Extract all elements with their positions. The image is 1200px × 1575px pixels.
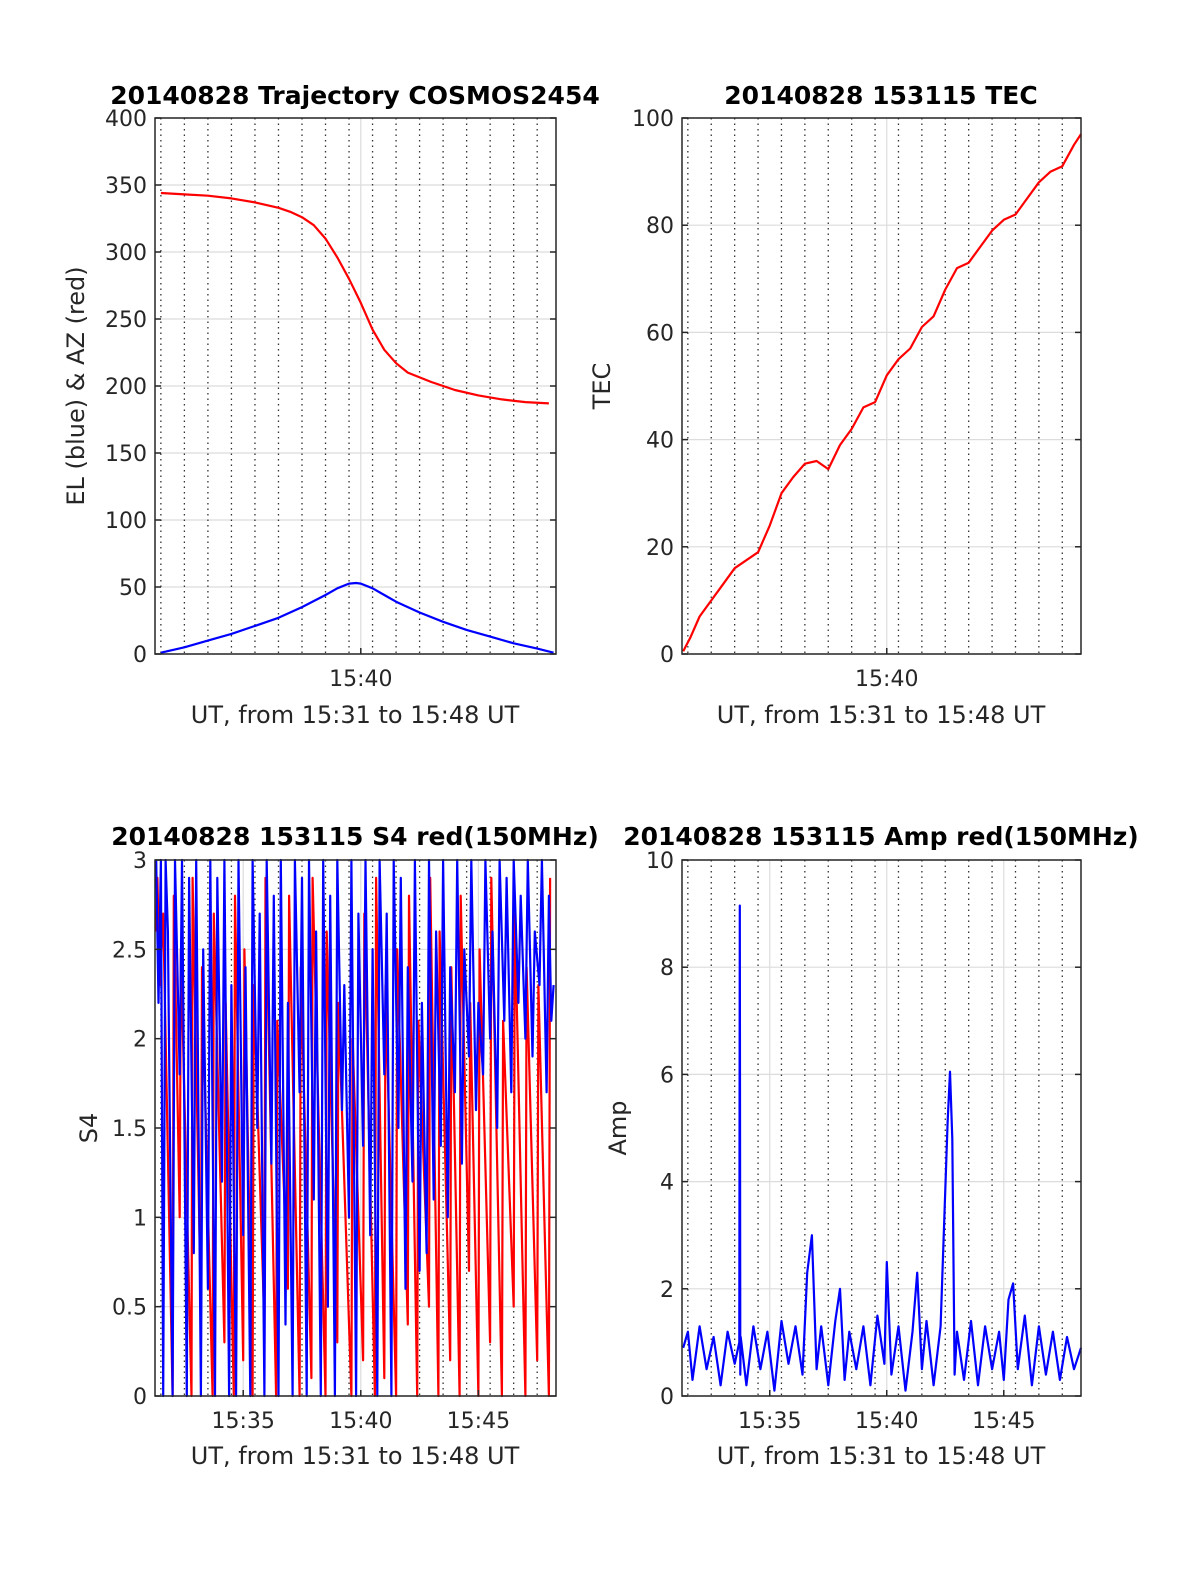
tec-y-tick-label: 80 <box>646 214 674 239</box>
amp-y-axis-label: Amp <box>604 1100 632 1155</box>
amp-series-amp-line <box>682 904 1083 1392</box>
s4-axes: 0 0.5 1 1.5 2 2.5 3 15:35 15:40 15:45 20140828 15… <box>75 822 599 1470</box>
trajectory-y-tick-label: 150 <box>105 442 147 467</box>
trajectory-y-tick-label: 400 <box>105 107 147 132</box>
amp-y-tick-label: 4 <box>660 1171 674 1196</box>
tec-plot-area: 0 20 40 60 80 100 15:40 <box>632 107 1082 692</box>
amp-y-tick-label: 8 <box>660 956 674 981</box>
s4-y-tick-label: 0.5 <box>112 1296 147 1321</box>
tec-y-axis-label: TEC <box>588 363 616 411</box>
s4-title: 20140828 153115 S4 red(150MHz) <box>111 822 599 851</box>
s4-x-tick-label: 15:45 <box>447 1409 510 1434</box>
amp-y-tick-label: 10 <box>646 849 674 874</box>
s4-y-tick-label: 1.5 <box>112 1117 147 1142</box>
s4-x-tick-label: 15:40 <box>329 1409 392 1434</box>
amp-x-tick-label: 15:40 <box>855 1409 918 1434</box>
s4-x-tick-label: 15:35 <box>211 1409 274 1434</box>
amp-x-axis-label: UT, from 15:31 to 15:48 UT <box>717 1442 1046 1470</box>
trajectory-x-axis-label: UT, from 15:31 to 15:48 UT <box>191 701 520 729</box>
amp-axes: 0 2 4 6 8 10 15:35 15:40 15:45 20140828 153115 A… <box>604 822 1139 1470</box>
trajectory-axes: 0 50 100 150 200 250 300 350 400 15:40 20140828 T… <box>62 81 600 729</box>
amp-axes-frame <box>681 859 1082 1397</box>
s4-y-tick-label: 0 <box>133 1385 147 1410</box>
s4-y-axis-label: S4 <box>75 1113 103 1144</box>
tec-axes-frame <box>681 117 1082 655</box>
s4-y-tick-label: 2.5 <box>112 938 147 963</box>
tec-y-tick-label: 20 <box>646 536 674 561</box>
trajectory-y-tick-label: 350 <box>105 174 147 199</box>
s4-series-blue-line <box>155 858 555 1398</box>
tec-x-tick-label: 15:40 <box>855 667 918 692</box>
amp-x-tick-label: 15:45 <box>972 1409 1035 1434</box>
trajectory-y-tick-label: 250 <box>105 308 147 333</box>
trajectory-series-az-line <box>160 191 549 405</box>
s4-y-tick-label: 3 <box>133 849 147 874</box>
tec-y-tick-label: 100 <box>632 107 674 132</box>
tec-series-tec-line <box>682 133 1082 652</box>
trajectory-series-el-line <box>160 581 554 654</box>
trajectory-y-tick-label: 0 <box>133 643 147 668</box>
amp-plot-area: 0 2 4 6 8 10 15:35 15:40 15:45 <box>646 849 1083 1434</box>
trajectory-plot-area: 0 50 100 150 200 250 300 350 400 15:40 <box>105 107 557 692</box>
s4-plot-area: 0 0.5 1 1.5 2 2.5 3 15:35 15:40 15:45 <box>112 849 557 1434</box>
amp-y-tick-label: 0 <box>660 1385 674 1410</box>
trajectory-y-tick-label: 300 <box>105 241 147 266</box>
trajectory-y-tick-label: 50 <box>119 576 147 601</box>
trajectory-y-axis-label: EL (blue) & AZ (red) <box>62 266 90 505</box>
s4-y-tick-label: 1 <box>133 1206 147 1231</box>
amp-x-tick-label: 15:35 <box>738 1409 801 1434</box>
trajectory-x-tick-label: 15:40 <box>329 667 392 692</box>
tec-axes: 0 20 40 60 80 100 15:40 20140828 153115 TEC UT… <box>588 81 1082 729</box>
amp-title: 20140828 153115 Amp red(150MHz) <box>623 822 1139 851</box>
trajectory-y-tick-label: 200 <box>105 375 147 400</box>
tec-y-tick-label: 60 <box>646 321 674 346</box>
trajectory-y-tick-label: 100 <box>105 509 147 534</box>
tec-y-tick-label: 0 <box>660 643 674 668</box>
tec-title: 20140828 153115 TEC <box>724 81 1037 110</box>
trajectory-title: 20140828 Trajectory COSMOS2454 <box>110 81 600 110</box>
amp-y-tick-label: 6 <box>660 1063 674 1088</box>
s4-y-tick-label: 2 <box>133 1028 147 1053</box>
tec-x-axis-label: UT, from 15:31 to 15:48 UT <box>717 701 1046 729</box>
amp-y-tick-label: 2 <box>660 1278 674 1303</box>
tec-y-tick-label: 40 <box>646 429 674 454</box>
s4-x-axis-label: UT, from 15:31 to 15:48 UT <box>191 1442 520 1470</box>
